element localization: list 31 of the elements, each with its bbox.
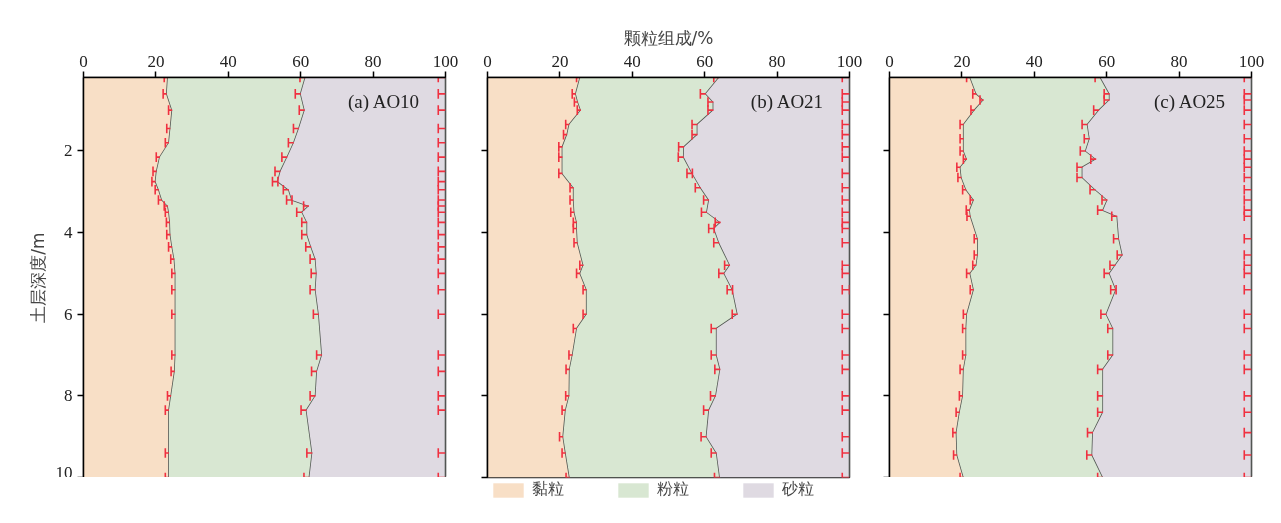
legend-label: 砂粒: [782, 479, 814, 500]
legend-label: 黏粒: [532, 479, 564, 500]
x-tick-label: 40: [1025, 51, 1043, 71]
text: (b) AO21: [750, 91, 824, 113]
x-tick-label: 100: [836, 51, 863, 71]
x-tick-label: 100: [432, 51, 459, 71]
x-tick-label: 80: [768, 51, 786, 71]
y-tick-label: 8: [64, 386, 73, 406]
x-tick-label: 20: [551, 51, 569, 71]
text: (c) AO25: [1153, 91, 1226, 113]
y-tick-label: 4: [64, 223, 73, 243]
x-tick-label: 80: [1170, 51, 1188, 71]
y-tick-label: 2: [64, 141, 73, 161]
x-tick-label: 60: [696, 51, 714, 71]
x-axis-title: 颗粒组成/%: [623, 27, 714, 48]
x-tick-label: 80: [364, 51, 382, 71]
text: (a) AO10: [347, 91, 420, 113]
x-tick-label: 60: [292, 51, 310, 71]
x-tick-label: 40: [219, 51, 237, 71]
y-axis-title: 土层深度/m: [27, 232, 48, 323]
x-tick-label: 20: [953, 51, 971, 71]
x-tick-label: 100: [1238, 51, 1265, 71]
legend-label: 粉粒: [657, 479, 689, 500]
x-tick-label: 60: [1098, 51, 1116, 71]
y-tick-label: 10: [55, 462, 73, 482]
y-tick-label: 6: [64, 304, 73, 324]
x-tick-label: 0: [79, 51, 88, 71]
x-tick-label: 20: [147, 51, 165, 71]
x-tick-label: 40: [623, 51, 641, 71]
x-tick-label: 0: [885, 51, 894, 71]
x-tick-label: 0: [483, 51, 492, 71]
